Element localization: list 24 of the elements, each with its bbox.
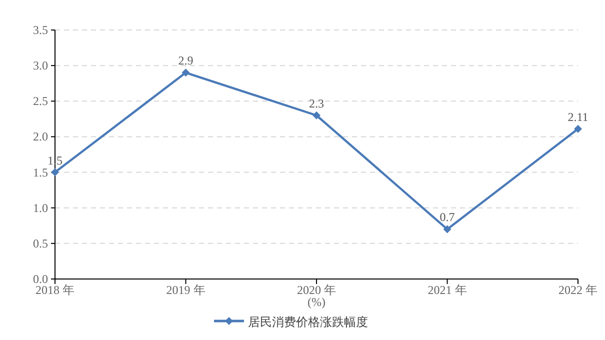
x-tick-label: 2019 年 <box>166 283 206 297</box>
y-tick-label: 1.5 <box>33 165 48 180</box>
data-label: 2.11 <box>568 110 588 124</box>
legend-label: 居民消费价格涨跌幅度 <box>248 315 368 329</box>
x-tick-label: 2021 年 <box>428 283 467 297</box>
y-tick-label: 0.0 <box>33 272 48 286</box>
y-tick-label: 2.5 <box>33 94 48 108</box>
point <box>574 124 582 133</box>
y-tick-label: 0.5 <box>33 236 48 250</box>
data-label: 2.9 <box>178 54 194 68</box>
point <box>51 168 59 176</box>
data-label: 0.7 <box>440 210 455 224</box>
x-axis-title: (%) <box>308 295 326 309</box>
point <box>312 111 320 120</box>
x-tick-label: 2022 年 <box>558 283 598 297</box>
y-tick-label: 2.0 <box>33 130 48 144</box>
data-label: 2.3 <box>309 96 324 110</box>
x-tick-label: 2020 年 <box>297 283 336 297</box>
x-tick-label: 2018 年 <box>36 283 74 297</box>
y-tick-label: 1.0 <box>33 200 48 215</box>
point <box>443 225 452 234</box>
point <box>182 68 190 77</box>
y-tick-label: 3.5 <box>33 23 48 37</box>
y-tick-label: 3.0 <box>33 58 48 73</box>
